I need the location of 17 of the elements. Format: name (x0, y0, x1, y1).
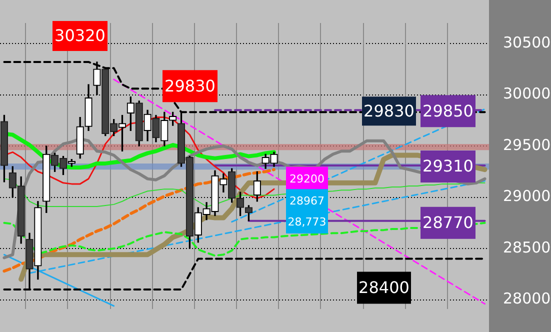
y-tick-label: 28500 (503, 238, 551, 256)
y-tick-label: 28000 (503, 290, 551, 308)
y-tick-label: 29000 (503, 187, 551, 206)
annotation: 29830 (164, 76, 216, 96)
line-series (2, 168, 276, 273)
annotation: 29310 (422, 156, 474, 176)
annotation: 28,773 (288, 215, 326, 228)
y-tick-label: 30000 (503, 84, 551, 103)
y-tick-label: 29500 (503, 136, 551, 154)
annotation: 29830 (364, 101, 414, 120)
annotation: 29850 (422, 101, 474, 120)
annotation: 29200 (290, 172, 324, 186)
annotation: 28967 (290, 194, 324, 208)
annotation: 28400 (358, 278, 410, 297)
annotation: 28770 (422, 213, 474, 232)
y-tick-label: 30500 (503, 33, 551, 52)
annotation: 30320 (54, 26, 106, 46)
